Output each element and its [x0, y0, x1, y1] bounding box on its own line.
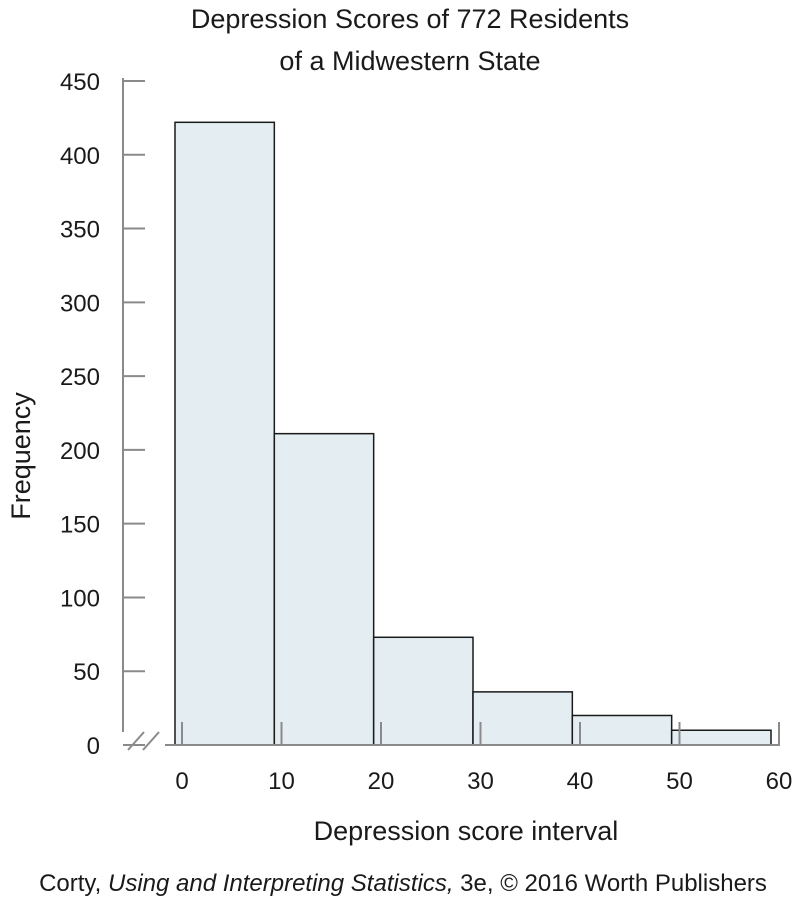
y-tick-label-9: 450: [60, 69, 100, 96]
credit-rest: 3e, © 2016 Worth Publishers: [454, 870, 767, 897]
x-tick-label-2: 20: [368, 768, 395, 795]
chart-title-line-2: of a Midwestern State: [279, 46, 540, 76]
bars: [174, 121, 772, 746]
axis-break-mark: [127, 731, 160, 751]
histogram-bar-1: [273, 432, 375, 746]
y-tick-label-2: 100: [60, 585, 100, 612]
y-tick-label-1: 50: [73, 659, 100, 686]
y-tick-label-3: 150: [60, 512, 100, 539]
y-tick-label-7: 350: [60, 217, 100, 244]
credit-book-title: Using and Interpreting Statistics,: [108, 870, 454, 897]
y-axis-label: Frequency: [6, 392, 36, 520]
histogram-bar-0: [174, 121, 276, 746]
histogram-bar-5: [670, 729, 772, 746]
y-tick-label-0: 0: [87, 733, 100, 760]
x-tick-label-6: 60: [766, 768, 793, 795]
histogram-bar-3: [472, 691, 574, 746]
x-tick-label-4: 40: [567, 768, 594, 795]
x-tick-label-0: 0: [175, 768, 188, 795]
x-axis: 0 10 20 30 40 50 60: [165, 722, 792, 795]
chart-title-line-1: Depression Scores of 772 Residents: [191, 4, 629, 34]
x-tick-label-3: 30: [467, 768, 494, 795]
y-tick-label-6: 300: [60, 290, 100, 317]
publisher-credit: Corty, Using and Interpreting Statistics…: [39, 870, 767, 897]
credit-author: Corty,: [39, 870, 108, 897]
x-tick-label-5: 50: [666, 768, 693, 795]
y-axis: 0 50 100 150 200 250 300 350 400 450: [60, 69, 145, 760]
y-tick-label-4: 200: [60, 438, 100, 465]
y-tick-label-5: 250: [60, 364, 100, 391]
histogram-bar-2: [372, 636, 474, 746]
y-tick-label-8: 400: [60, 143, 100, 170]
histogram-bar-4: [571, 714, 673, 746]
x-axis-label: Depression score interval: [314, 816, 619, 846]
x-tick-label-1: 10: [268, 768, 295, 795]
